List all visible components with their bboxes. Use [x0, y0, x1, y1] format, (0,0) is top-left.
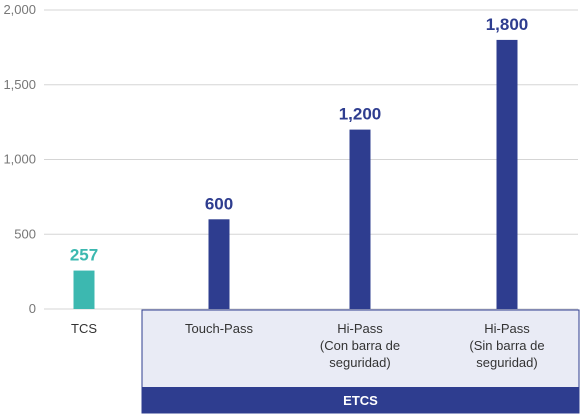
- y-axis-ticks: 0 500 1,000 1,500 2,000: [3, 2, 36, 316]
- data-label: 257: [70, 246, 98, 265]
- category-label: seguridad): [329, 355, 390, 370]
- bar: [73, 270, 95, 309]
- bar: [496, 39, 518, 310]
- category-label: Hi-Pass: [337, 321, 383, 336]
- bar: [208, 219, 230, 309]
- category-label: TCS: [71, 321, 97, 336]
- bar: [349, 129, 371, 309]
- y-tick-label: 2,000: [3, 2, 36, 17]
- grid-lines: [44, 9, 578, 310]
- y-tick-label: 1,000: [3, 152, 36, 167]
- etcs-band: [142, 387, 579, 413]
- category-label: (Con barra de: [320, 338, 400, 353]
- y-tick-label: 1,500: [3, 77, 36, 92]
- bars: [73, 39, 518, 310]
- category-labels: TCS Touch-Pass Hi-Pass (Con barra de segurid…: [71, 321, 545, 370]
- category-label: Hi-Pass: [484, 321, 530, 336]
- y-tick-label: 500: [14, 226, 36, 241]
- category-label: (Sin barra de: [469, 338, 544, 353]
- data-label: 1,200: [339, 105, 382, 124]
- etcs-group-panel: ETCS: [141, 309, 580, 414]
- data-label: 600: [205, 194, 233, 213]
- data-label: 1,800: [486, 15, 529, 34]
- category-label: seguridad): [476, 355, 537, 370]
- category-label: Touch-Pass: [185, 321, 253, 336]
- group-label-etcs: ETCS: [343, 393, 378, 408]
- data-labels: 257 600 1,200 1,800: [70, 15, 528, 265]
- y-tick-label: 0: [29, 301, 36, 316]
